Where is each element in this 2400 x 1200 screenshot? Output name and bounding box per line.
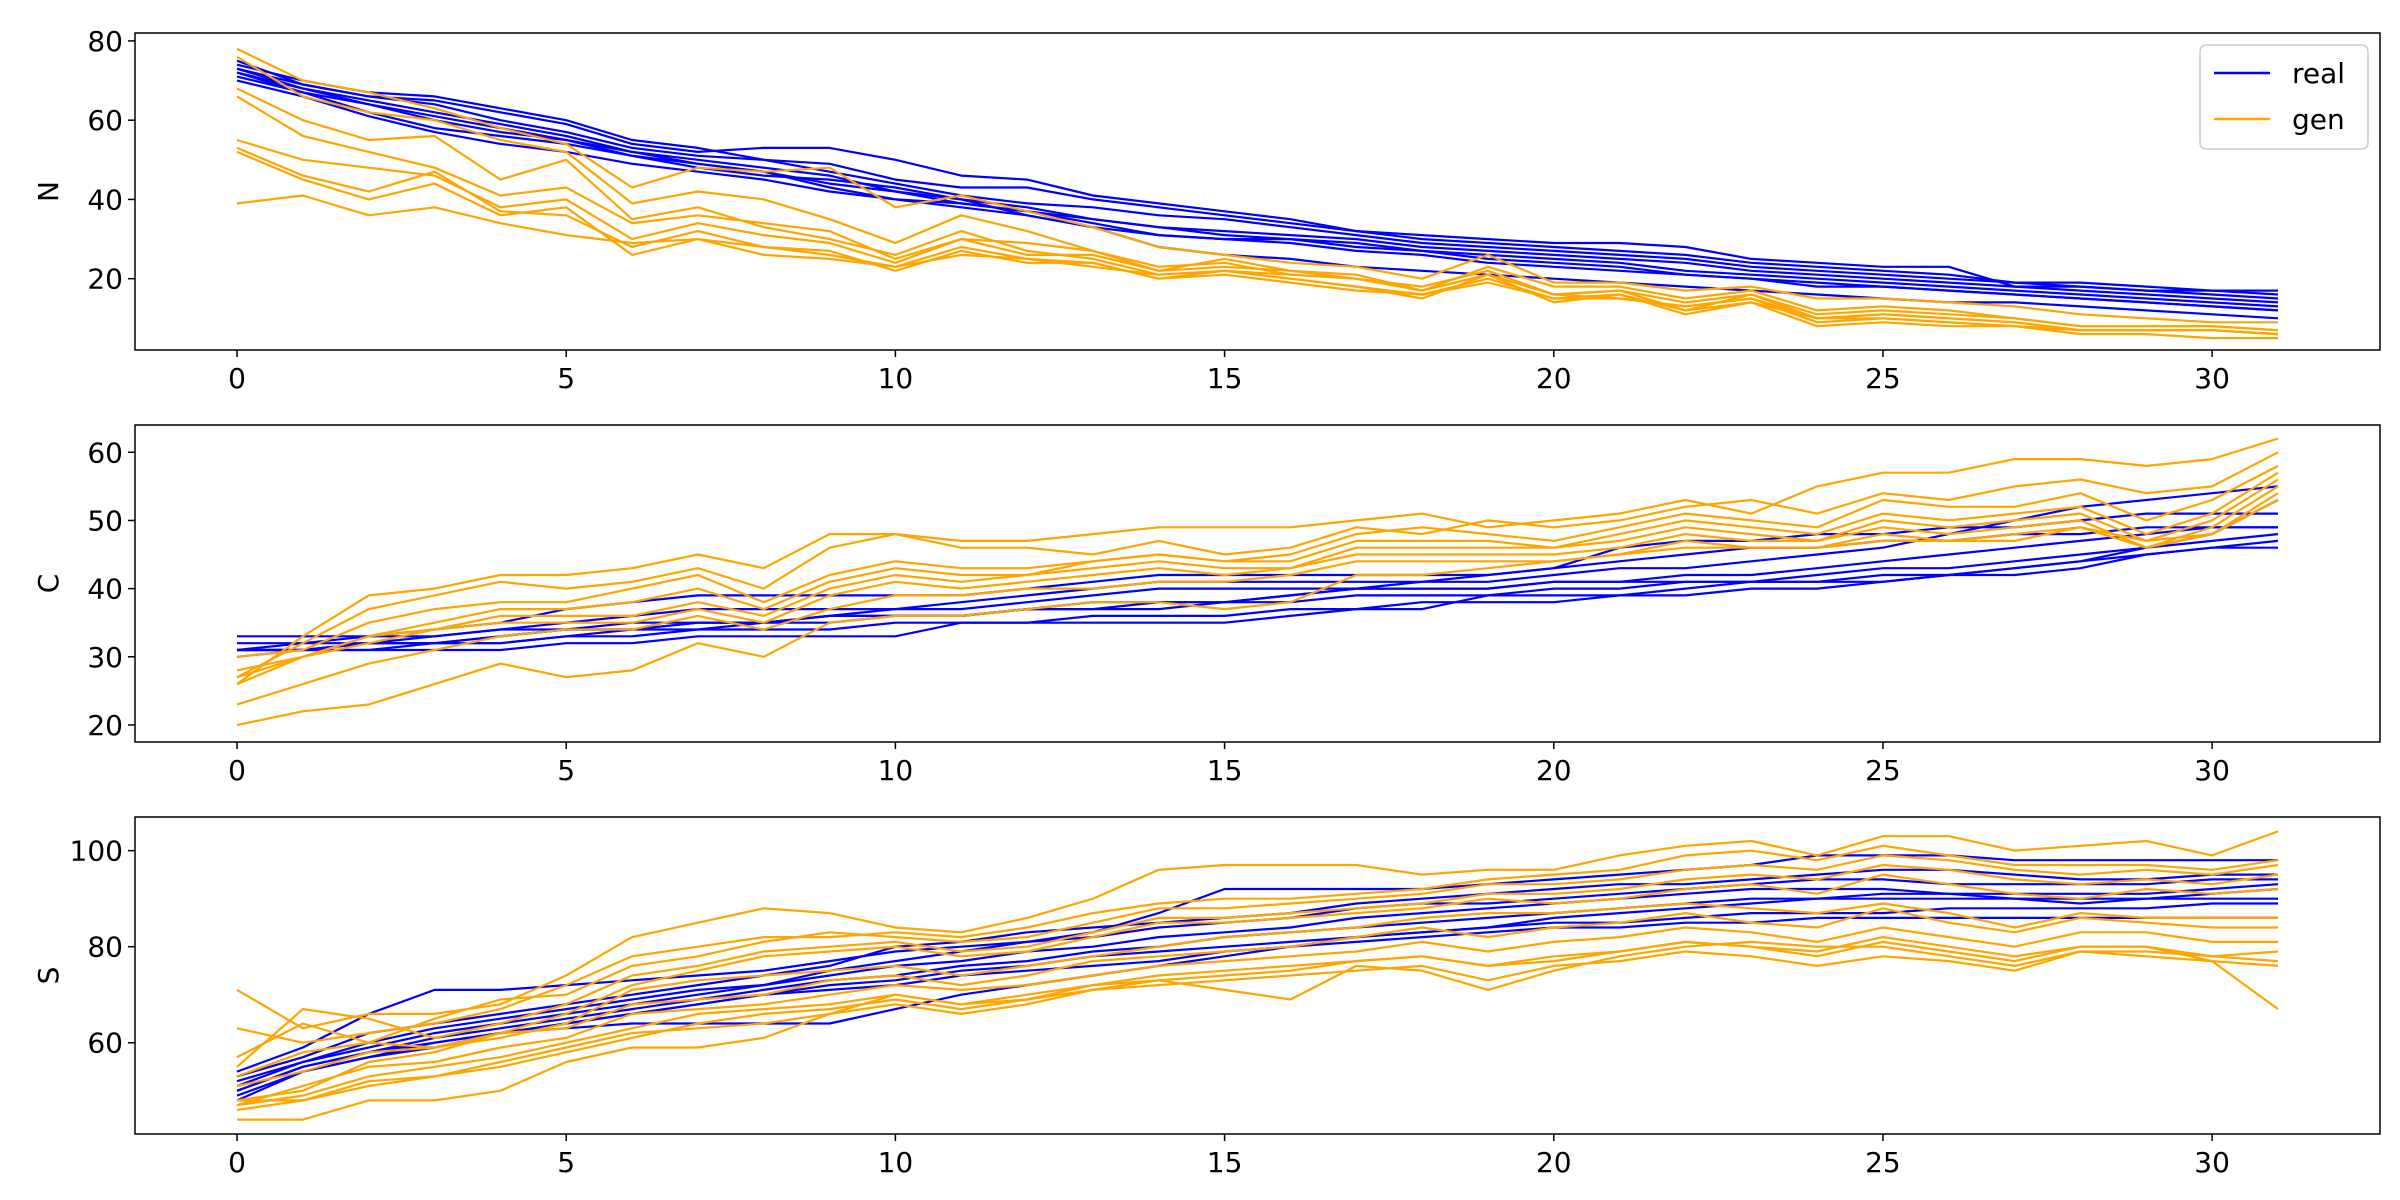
legend-label-gen: gen xyxy=(2292,103,2345,136)
subplot-n: 0 5 10 15 20 25 30 20 40 60 80 N real gen xyxy=(32,25,2381,395)
n-y-tick-label: 60 xyxy=(87,104,123,137)
s-y-tick-label: 100 xyxy=(70,835,123,868)
s-gen-series-line-18 xyxy=(237,940,2279,1121)
legend-box xyxy=(2199,44,2369,150)
c-gen-series-line-11 xyxy=(236,471,2279,672)
c-x-tick-label: 5 xyxy=(557,754,575,787)
s-gen-series-line-11 xyxy=(236,863,2279,1068)
s-x-tick-label: 15 xyxy=(1207,1146,1243,1179)
s-gen-series-line-16 xyxy=(236,935,2279,1107)
s-gen-series-line-17 xyxy=(236,950,2279,1112)
c-gen-series-line-9 xyxy=(236,451,2279,679)
n-real-series-line-0 xyxy=(236,59,2278,292)
y-axis-label-n: N xyxy=(32,181,65,202)
n-gen-series-line-8 xyxy=(236,47,2278,324)
c-y-tick-label: 40 xyxy=(87,573,123,606)
c-x-tick-label: 10 xyxy=(878,754,914,787)
c-gen-series-line-15 xyxy=(236,499,2279,727)
n-gen-series-line-15 xyxy=(236,194,2279,336)
s-x-tick-label: 25 xyxy=(1865,1146,1901,1179)
s-gen-series-line-12 xyxy=(236,873,2279,1078)
c-x-tick-label: 25 xyxy=(1865,754,1901,787)
s-y-tick-label: 80 xyxy=(87,931,123,964)
n-real-series-line-7 xyxy=(236,79,2279,312)
s-gen-series-line-15 xyxy=(236,926,2278,1107)
n-x-tick-label: 30 xyxy=(2194,362,2230,395)
n-y-tick-label: 80 xyxy=(87,25,123,58)
plot-frame-s xyxy=(134,816,2381,1135)
n-x-tick-label: 5 xyxy=(557,362,575,395)
c-real-series-line-7 xyxy=(237,546,2278,652)
s-gen-series-line-9 xyxy=(236,844,2279,1044)
axis-ticks-n: 0 5 10 15 20 25 30 20 40 60 80 xyxy=(87,25,2230,395)
s-gen-series-line-14 xyxy=(236,907,2278,1102)
plot-frame-c xyxy=(134,424,2381,743)
s-real-series-line-6 xyxy=(236,916,2278,1102)
c-gen-series-line-12 xyxy=(236,478,2279,679)
n-x-tick-label: 20 xyxy=(1536,362,1572,395)
c-gen-series-line-8 xyxy=(236,437,2279,685)
n-x-tick-label: 15 xyxy=(1207,362,1243,395)
n-x-tick-label: 0 xyxy=(228,362,246,395)
series-layer-s xyxy=(236,830,2279,1121)
s-x-tick-label: 10 xyxy=(878,1146,914,1179)
n-gen-series-line-9 xyxy=(236,55,2279,332)
legend: real gen xyxy=(2199,44,2369,150)
s-x-tick-label: 5 xyxy=(557,1146,575,1179)
c-x-tick-label: 30 xyxy=(2194,754,2230,787)
s-real-series-line-0 xyxy=(236,854,2278,1073)
subplot-s: 0 5 10 15 20 25 30 60 80 100 S xyxy=(32,816,2381,1179)
s-x-tick-label: 0 xyxy=(228,1146,246,1179)
subplot-c: 0 5 10 15 20 25 30 20 30 40 50 60 C xyxy=(32,424,2381,787)
c-y-tick-label: 20 xyxy=(87,709,123,742)
s-x-tick-label: 20 xyxy=(1536,1146,1572,1179)
y-axis-label-s: S xyxy=(32,967,65,985)
s-gen-series-line-19 xyxy=(237,940,2279,1102)
s-x-tick-label: 30 xyxy=(2194,1146,2230,1179)
c-y-tick-label: 60 xyxy=(87,436,123,469)
s-gen-series-line-10 xyxy=(236,854,2279,1059)
axis-ticks-s: 0 5 10 15 20 25 30 60 80 100 xyxy=(70,835,2230,1179)
n-real-series-line-2 xyxy=(236,67,2279,300)
s-gen-series-line-13 xyxy=(236,902,2278,1088)
plot-frame-n xyxy=(134,32,2381,351)
axis-ticks-c: 0 5 10 15 20 25 30 20 30 40 50 60 xyxy=(87,436,2230,787)
s-y-tick-label: 60 xyxy=(87,1027,123,1060)
n-gen-series-line-14 xyxy=(236,150,2278,340)
n-gen-series-line-12 xyxy=(236,138,2279,332)
n-real-series-line-1 xyxy=(236,63,2279,296)
c-x-tick-label: 15 xyxy=(1207,754,1243,787)
c-gen-series-line-10 xyxy=(236,464,2279,658)
c-x-tick-label: 20 xyxy=(1536,754,1572,787)
n-x-tick-label: 25 xyxy=(1865,362,1901,395)
n-gen-series-line-13 xyxy=(236,146,2279,336)
c-gen-series-line-14 xyxy=(236,492,2279,706)
c-real-series-line-2 xyxy=(236,485,2279,652)
y-axis-label-c: C xyxy=(32,574,65,594)
n-y-tick-label: 40 xyxy=(87,183,123,216)
series-layer-n xyxy=(236,47,2279,340)
c-gen-series-line-13 xyxy=(236,485,2279,686)
c-y-tick-label: 30 xyxy=(87,641,123,674)
c-x-tick-label: 0 xyxy=(228,754,246,787)
n-real-series-line-3 xyxy=(236,71,2279,304)
s-gen-series-line-8 xyxy=(236,830,2279,1030)
n-x-tick-label: 10 xyxy=(878,362,914,395)
legend-label-real: real xyxy=(2292,57,2345,90)
c-y-tick-label: 50 xyxy=(87,504,123,537)
series-layer-c xyxy=(236,437,2279,727)
n-y-tick-label: 20 xyxy=(87,263,123,296)
